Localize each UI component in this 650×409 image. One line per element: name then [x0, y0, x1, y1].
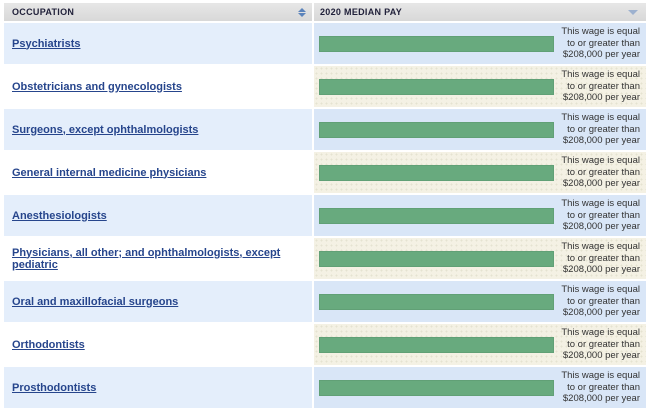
pay-bar: [319, 121, 554, 138]
occupation-link[interactable]: General internal medicine physicians: [12, 166, 207, 179]
median-pay-cell: This wage is equal to or greater than $208…: [314, 195, 646, 236]
occupation-link[interactable]: Surgeons, except ophthalmologists: [12, 123, 199, 136]
sort-down-icon: [628, 9, 638, 15]
occupation-cell: Physicians, all other; and ophthalmologi…: [4, 238, 312, 279]
occupation-cell: Oral and maxillofacial surgeons: [4, 281, 312, 322]
pay-bar: [319, 164, 554, 181]
median-pay-header-label: 2020 MEDIAN PAY: [320, 7, 403, 17]
occupation-link[interactable]: Orthodontists: [12, 338, 85, 351]
median-pay-cell: This wage is equal to or greater than $208…: [314, 23, 646, 64]
table-row: Anesthesiologists This wage is equal to o…: [4, 195, 646, 236]
wage-note: This wage is equal to or greater than $208…: [561, 155, 640, 190]
column-header-median-pay[interactable]: 2020 MEDIAN PAY: [314, 3, 646, 21]
wage-note: This wage is equal to or greater than $208…: [561, 26, 640, 61]
table-row: Orthodontists This wage is equal to or gr…: [4, 324, 646, 365]
table-row: Oral and maxillofacial surgeons This wag…: [4, 281, 646, 322]
median-pay-cell: This wage is equal to or greater than $208…: [314, 367, 646, 408]
wage-note: This wage is equal to or greater than $208…: [561, 69, 640, 104]
median-pay-cell: This wage is equal to or greater than $208…: [314, 152, 646, 193]
median-pay-cell: This wage is equal to or greater than $208…: [314, 324, 646, 365]
median-pay-cell: This wage is equal to or greater than $208…: [314, 66, 646, 107]
occupation-link[interactable]: Prosthodontists: [12, 381, 97, 394]
median-pay-cell: This wage is equal to or greater than $208…: [314, 109, 646, 150]
occupation-cell: Surgeons, except ophthalmologists: [4, 109, 312, 150]
table-row: Obstetricians and gynecologists This wag…: [4, 66, 646, 107]
column-header-occupation[interactable]: OCCUPATION: [4, 3, 312, 21]
occupation-cell: Anesthesiologists: [4, 195, 312, 236]
pay-bar: [319, 293, 554, 310]
sort-up-down-icon: [298, 7, 306, 17]
median-pay-cell: This wage is equal to or greater than $208…: [314, 238, 646, 279]
occupation-cell: Psychiatrists: [4, 23, 312, 64]
occupation-cell: General internal medicine physicians: [4, 152, 312, 193]
median-pay-table: OCCUPATION 2020 MEDIAN PAY Psychiatrists…: [4, 3, 646, 409]
wage-note: This wage is equal to or greater than $208…: [561, 370, 640, 405]
occupation-link[interactable]: Psychiatrists: [12, 37, 81, 50]
table-row: Surgeons, except ophthalmologists This w…: [4, 109, 646, 150]
pay-bar: [319, 250, 554, 267]
occupation-link[interactable]: Anesthesiologists: [12, 209, 107, 222]
occupation-cell: Obstetricians and gynecologists: [4, 66, 312, 107]
pay-bar: [319, 78, 554, 95]
wage-note: This wage is equal to or greater than $208…: [561, 198, 640, 233]
table-body: Psychiatrists This wage is equal to or gr…: [4, 23, 646, 408]
wage-note: This wage is equal to or greater than $208…: [561, 112, 640, 147]
occupation-header-label: OCCUPATION: [12, 7, 75, 17]
median-pay-cell: This wage is equal to or greater than $208…: [314, 281, 646, 322]
pay-bar: [319, 379, 554, 396]
occupation-link[interactable]: Obstetricians and gynecologists: [12, 80, 182, 93]
pay-bar: [319, 336, 554, 353]
wage-note: This wage is equal to or greater than $208…: [561, 241, 640, 276]
table-row: General internal medicine physicians Thi…: [4, 152, 646, 193]
wage-note: This wage is equal to or greater than $208…: [561, 327, 640, 362]
table-header-row: OCCUPATION 2020 MEDIAN PAY: [4, 3, 646, 21]
table-row: Prosthodontists This wage is equal to or …: [4, 367, 646, 408]
wage-note: This wage is equal to or greater than $208…: [561, 284, 640, 319]
occupation-link[interactable]: Physicians, all other; and ophthalmologi…: [12, 246, 281, 271]
occupation-link[interactable]: Oral and maxillofacial surgeons: [12, 295, 179, 308]
pay-bar: [319, 35, 554, 52]
pay-bar: [319, 207, 554, 224]
occupation-cell: Prosthodontists: [4, 367, 312, 408]
table-row: Physicians, all other; and ophthalmologi…: [4, 238, 646, 279]
table-row: Psychiatrists This wage is equal to or gr…: [4, 23, 646, 64]
occupation-cell: Orthodontists: [4, 324, 312, 365]
